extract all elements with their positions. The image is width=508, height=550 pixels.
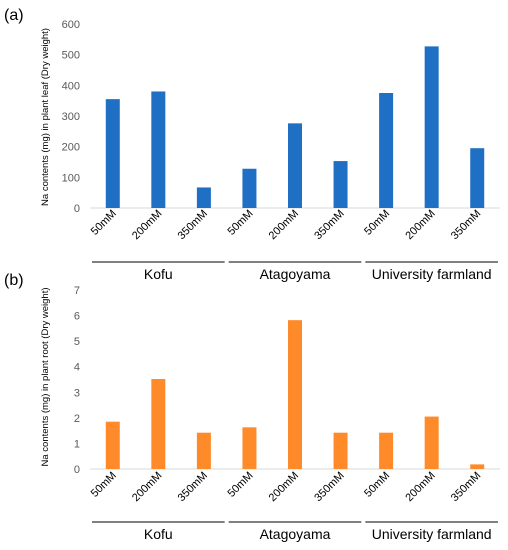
y-tick-label: 400	[62, 80, 80, 92]
y-axis-title: Na contents (mg) in plant root (Dry weig…	[40, 288, 51, 467]
y-tick-label: 100	[62, 172, 80, 184]
x-category-label: 50mM	[225, 208, 255, 238]
bar	[151, 378, 166, 469]
chart-panel-b: (b) Na contents (mg) in plant root (Dry w…	[4, 272, 500, 542]
bar	[379, 432, 394, 469]
bar	[470, 464, 485, 469]
x-category-label: 200mM	[267, 470, 301, 504]
bar	[424, 46, 439, 209]
x-category-label: 350mM	[312, 470, 346, 504]
x-category-label: 350mM	[449, 470, 483, 504]
x-category-label: 50mM	[362, 470, 392, 500]
y-tick-label: 200	[62, 142, 80, 154]
y-tick-label: 7	[74, 285, 80, 297]
bar	[196, 432, 211, 469]
panel-label: (a)	[4, 7, 24, 24]
bar	[151, 91, 166, 208]
y-tick-label: 3	[74, 387, 80, 399]
bar	[424, 416, 439, 469]
bar	[379, 93, 394, 208]
x-category-label: 50mM	[225, 470, 255, 500]
y-axis-title: Na contents (mg) in plant leaf (Dry weig…	[40, 28, 51, 206]
y-tick-label: 2	[74, 413, 80, 425]
x-category-label: 50mM	[89, 470, 119, 500]
x-category-label: 350mM	[176, 208, 210, 242]
x-category-label: 200mM	[403, 208, 437, 242]
y-tick-label: 600	[62, 19, 80, 31]
bar	[242, 427, 257, 469]
group-label: Atagoyama	[260, 526, 331, 542]
y-tick-label: 0	[74, 464, 80, 476]
group-label: Kofu	[144, 266, 173, 282]
y-tick-label: 4	[74, 362, 80, 374]
group-label: Kofu	[144, 526, 173, 542]
y-tick-label: 0	[74, 203, 80, 215]
panel-label: (b)	[4, 272, 24, 289]
x-category-label: 50mM	[89, 208, 119, 238]
y-tick-label: 300	[62, 111, 80, 123]
x-category-label: 50mM	[362, 208, 392, 238]
bar	[242, 168, 257, 208]
bar	[196, 187, 211, 208]
bar	[333, 161, 348, 208]
group-label: University farmland	[372, 266, 492, 282]
bar	[470, 148, 485, 208]
bar	[105, 99, 120, 208]
bar	[288, 123, 302, 208]
group-label: Atagoyama	[260, 266, 331, 282]
y-tick-label: 500	[62, 50, 80, 62]
bar	[288, 320, 302, 469]
y-tick-label: 5	[74, 336, 80, 348]
y-tick-label: 1	[74, 438, 80, 450]
x-category-label: 350mM	[312, 208, 346, 242]
x-category-label: 200mM	[403, 470, 437, 504]
chart-panel-a: (a) Na contents (mg) in plant leaf (Dry w…	[4, 7, 500, 282]
x-category-label: 350mM	[449, 208, 483, 242]
y-tick-label: 6	[74, 311, 80, 323]
group-label: University farmland	[372, 526, 492, 542]
bar	[333, 432, 348, 469]
x-category-label: 200mM	[130, 470, 164, 504]
bar	[105, 421, 120, 469]
x-category-label: 200mM	[267, 208, 301, 242]
x-category-label: 200mM	[130, 208, 164, 242]
x-category-label: 350mM	[176, 470, 210, 504]
